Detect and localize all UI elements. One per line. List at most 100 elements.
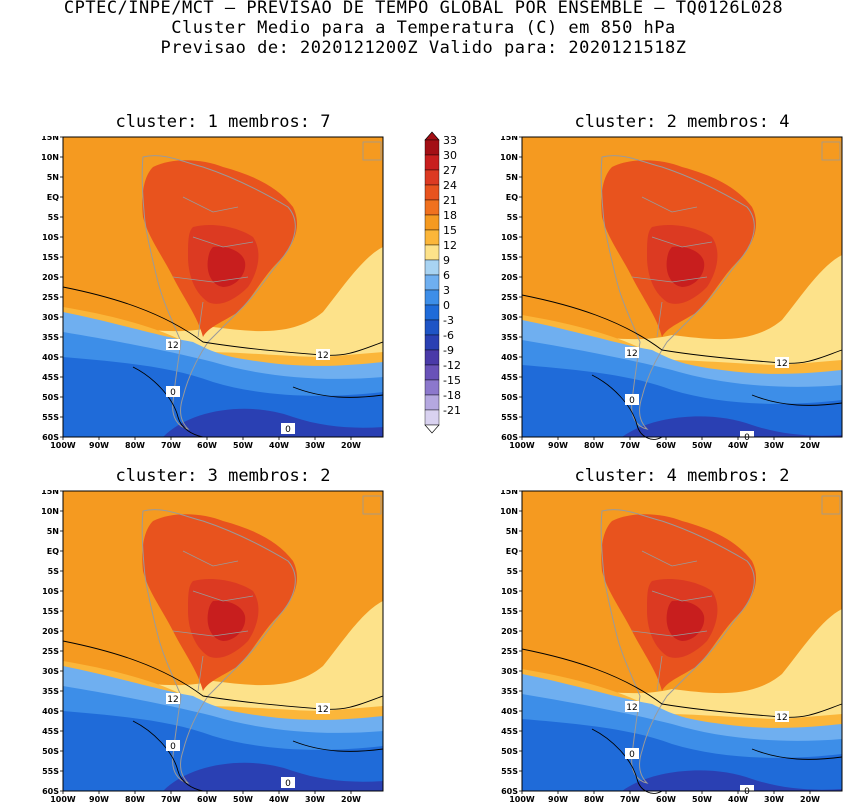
lon-label: 70W	[620, 441, 640, 450]
lat-label: 40S	[42, 353, 59, 362]
contour-label-bg	[166, 740, 180, 751]
lat-label: EQ	[47, 547, 59, 556]
lat-label: 25S	[501, 293, 518, 302]
lat-label: 45S	[42, 373, 59, 382]
lon-label: 20W	[800, 795, 820, 804]
colorbar-label: 24	[443, 179, 457, 192]
panel-3-title: cluster: 3 membros: 2	[115, 466, 331, 486]
lat-label: 55S	[42, 413, 59, 422]
lat-label: 5N	[47, 527, 59, 536]
lon-label: 50W	[233, 441, 253, 450]
lat-label: 30S	[501, 313, 518, 322]
lat-label: 20S	[501, 273, 518, 282]
lat-label: 5S	[507, 567, 519, 576]
header-line1: CPTEC/INPE/MCT – PREVISAO DE TEMPO GLOBA…	[63, 0, 784, 18]
lat-label: EQ	[506, 193, 518, 202]
panel-4-title: cluster: 4 membros: 2	[574, 466, 790, 486]
lat-label: 15N	[41, 136, 59, 142]
band-negative	[163, 762, 383, 791]
lon-label: 30W	[305, 441, 325, 450]
africa-corner	[821, 141, 841, 161]
lat-label: EQ	[47, 193, 59, 202]
lat-label: 5N	[506, 527, 518, 536]
colorbar-swatch	[424, 289, 440, 306]
lat-label: 35S	[42, 687, 59, 696]
lat-label: 5S	[48, 213, 60, 222]
contour-label-bg	[625, 701, 639, 712]
colorbar: 33 30 27 24 21 18 15 12 9 6 3 0 -3 -6 -9 -12 -15 -18 -21	[420, 130, 470, 454]
lat-label: 35S	[501, 687, 518, 696]
colorbar-label: -15	[443, 374, 461, 387]
lon-label: 30W	[764, 795, 784, 804]
internal-borders	[172, 550, 254, 692]
lon-label: 30W	[764, 441, 784, 450]
lon-label: 60W	[656, 795, 676, 804]
colorbar-swatch	[424, 184, 440, 201]
contour-0	[132, 366, 384, 438]
lat-label: 50S	[501, 747, 518, 756]
lon-label: 60W	[197, 441, 217, 450]
panel-2-title: cluster: 2 membros: 4	[574, 112, 790, 132]
colorbar-swatch	[424, 259, 440, 276]
lon-label: 20W	[341, 795, 361, 804]
lat-label: 55S	[42, 767, 59, 776]
contour-label-bg	[625, 748, 639, 759]
lat-label: 20S	[42, 627, 59, 636]
lon-label: 50W	[233, 795, 253, 804]
colorbar-top-arrow	[424, 131, 440, 141]
band-0-3	[522, 719, 842, 791]
contour-label: 0	[285, 425, 291, 435]
lat-label: 10N	[41, 153, 59, 162]
contour-label-bg	[166, 386, 180, 397]
lon-label: 40W	[728, 795, 748, 804]
lon-label: 50W	[692, 441, 712, 450]
colorbar-label: 30	[443, 149, 457, 162]
africa-corner	[362, 495, 382, 515]
lat-label: 20S	[42, 273, 59, 282]
lat-label: 60S	[42, 433, 59, 442]
contour-label: 0	[744, 787, 750, 797]
south-america-outline	[141, 155, 296, 430]
lat-label: 25S	[42, 647, 59, 656]
lon-label: 40W	[728, 441, 748, 450]
band-0-3	[63, 357, 383, 437]
lon-label: 90W	[548, 795, 568, 804]
lon-label: 20W	[800, 441, 820, 450]
colorbar-label: -3	[443, 314, 454, 327]
lat-label: 45S	[501, 727, 518, 736]
colorbar-label: -12	[443, 359, 461, 372]
contour-label: 0	[629, 750, 635, 760]
lat-label: 40S	[42, 707, 59, 716]
map-frame	[62, 136, 384, 438]
south-america-outline	[600, 155, 755, 430]
colorbar-swatch	[424, 334, 440, 351]
colorbar-swatch	[424, 349, 440, 366]
lat-label: 15N	[500, 490, 518, 496]
hottest-core	[666, 246, 705, 287]
map-panel-4: 12 12 0 0 15N 10N 5N EQ 5S 10S 15S 20S 25S 30S 35S 40S 4…	[489, 490, 847, 805]
lat-label: 15S	[42, 253, 59, 262]
lon-label: 90W	[548, 441, 568, 450]
lon-label: 50W	[692, 795, 712, 804]
contour-label: 12	[317, 351, 328, 361]
contour-label: 0	[170, 388, 176, 398]
colorbar-swatch	[424, 139, 440, 156]
lat-label: 15N	[500, 136, 518, 142]
lat-label: 50S	[42, 747, 59, 756]
lat-label: 40S	[501, 707, 518, 716]
contour-label-bg	[775, 711, 789, 722]
lat-label: 40S	[501, 353, 518, 362]
africa-corner	[821, 495, 841, 515]
colorbar-label: 6	[443, 269, 450, 282]
contour-label-bg	[625, 394, 639, 405]
map-panel-3: 12 12 0 0 15N 10N 5N EQ 5S 10S 15S 20S 25S 30S 35S 40S 4…	[30, 490, 390, 805]
lat-label: 5N	[506, 173, 518, 182]
lon-label: 100W	[509, 441, 535, 450]
lon-label: 100W	[50, 795, 76, 804]
band-0-3	[522, 365, 842, 437]
lat-label: 45S	[42, 727, 59, 736]
colorbar-label: -18	[443, 389, 461, 402]
internal-borders	[631, 196, 713, 338]
contour-label: 12	[626, 703, 637, 713]
lon-label: 90W	[89, 441, 109, 450]
